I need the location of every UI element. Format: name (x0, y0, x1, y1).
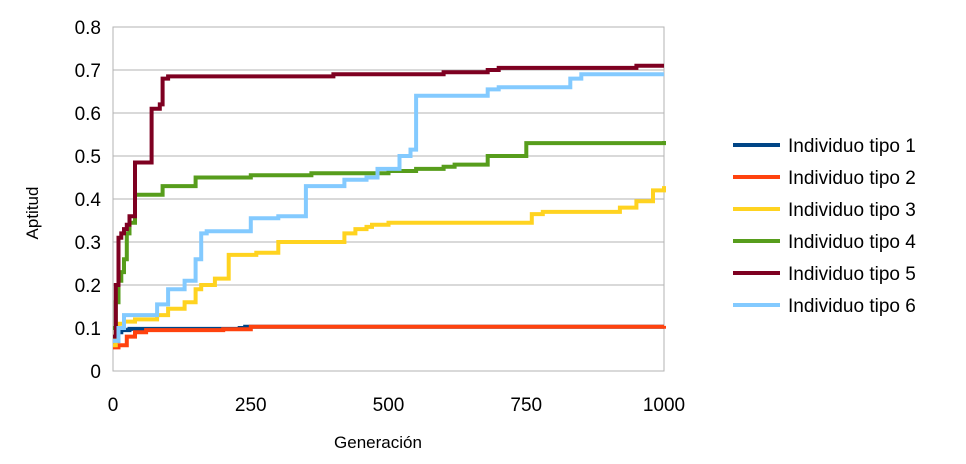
y-tick-label: 0.3 (75, 233, 101, 254)
y-tick-label: 0.7 (75, 61, 101, 82)
x-tick-label: 250 (235, 395, 267, 416)
legend-label-4: Individuo tipo 4 (788, 232, 916, 253)
y-tick-label: 0.4 (75, 190, 102, 211)
series-line-4 (113, 141, 666, 330)
series-line-3 (113, 186, 666, 348)
x-tick-label: 1000 (643, 395, 685, 416)
legend-label-1: Individuo tipo 1 (788, 136, 916, 157)
y-tick-label: 0.2 (75, 276, 101, 297)
x-tick-label: 500 (373, 395, 405, 416)
plot-area-frame (112, 26, 665, 372)
y-tick-label: 0 (90, 362, 101, 383)
x-axis-title: Generación (334, 433, 422, 452)
y-tick-label: 0.1 (75, 319, 101, 340)
x-tick-label: 0 (108, 395, 119, 416)
x-tick-label: 750 (510, 395, 542, 416)
y-tick-label: 0.6 (75, 104, 101, 125)
legend-label-3: Individuo tipo 3 (788, 200, 916, 221)
series-line-5 (113, 63, 664, 339)
series-layer (113, 63, 666, 350)
series-line-6 (113, 72, 664, 343)
legend: Individuo tipo 1 Individuo tipo 2 Individu… (733, 136, 916, 317)
y-axis-title: Aptitud (23, 187, 42, 240)
y-tick-label: 0.5 (75, 147, 101, 168)
legend-label-2: Individuo tipo 2 (788, 168, 916, 189)
legend-label-6: Individuo tipo 6 (788, 296, 916, 317)
legend-label-5: Individuo tipo 5 (788, 264, 916, 285)
series-line-2 (113, 324, 666, 350)
y-tick-label: 0.8 (75, 18, 101, 39)
x-axis-ticks: 0 250 500 750 1000 (108, 395, 685, 416)
y-axis-ticks: 0 0.1 0.2 0.3 0.4 0.5 0.6 0.7 0.8 (75, 18, 102, 383)
